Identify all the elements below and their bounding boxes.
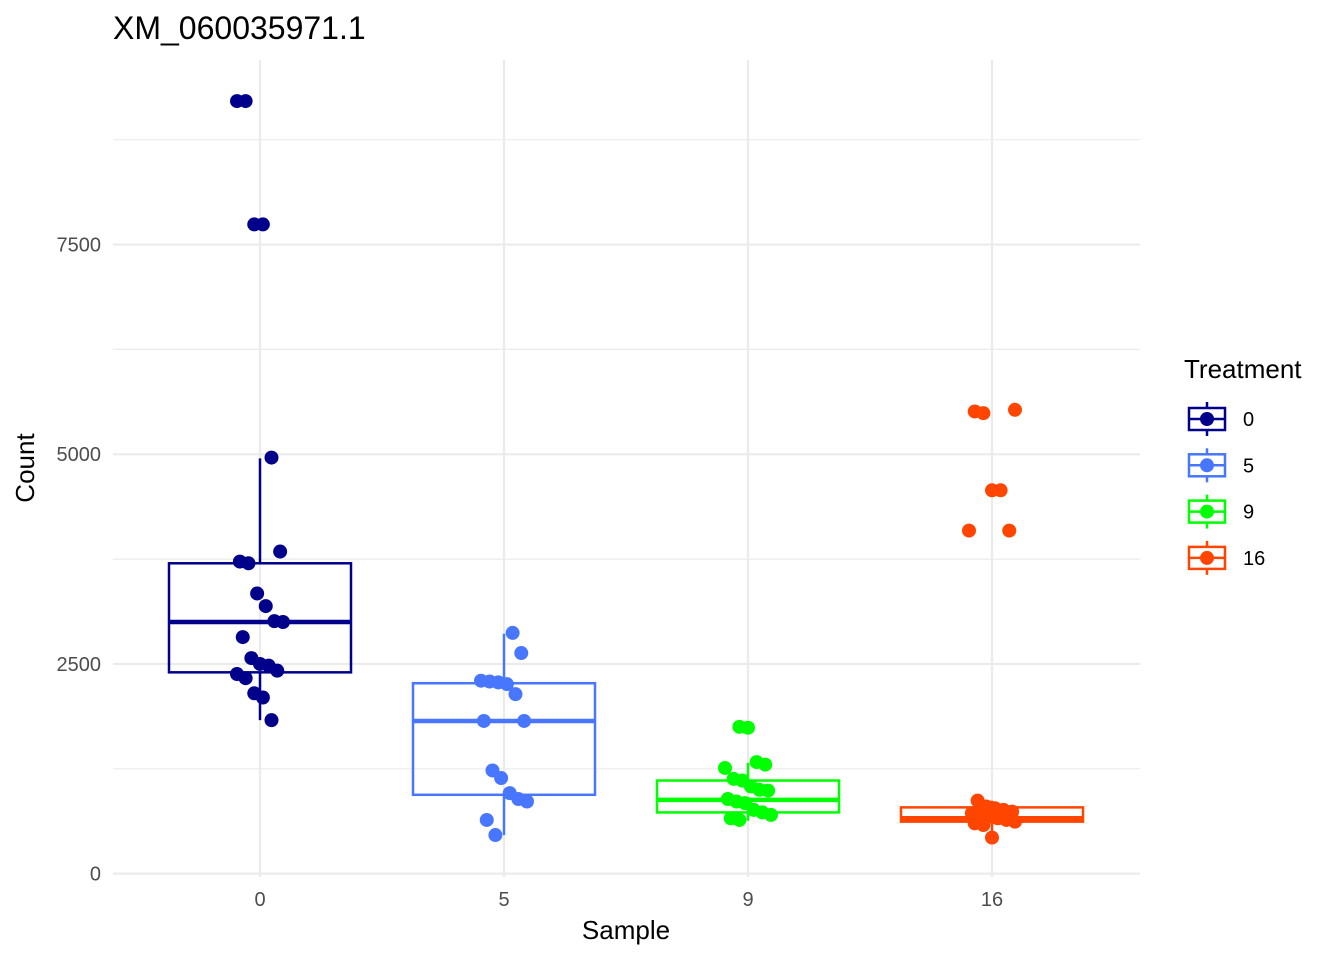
x-axis-title: Sample (582, 915, 670, 945)
legend-label: 5 (1243, 455, 1254, 477)
data-point (476, 713, 491, 728)
data-point (1002, 523, 1017, 538)
data-point (479, 812, 494, 827)
legend-item: 0 (1187, 402, 1254, 436)
legend-label: 9 (1243, 502, 1254, 524)
y-tick-label: 0 (90, 864, 101, 886)
data-point (235, 630, 250, 645)
data-point (993, 483, 1008, 498)
data-point (255, 690, 270, 705)
x-tick-label: 9 (742, 889, 753, 911)
legend-key-point (1200, 550, 1214, 565)
data-point (258, 599, 273, 614)
x-tick-label: 16 (981, 889, 1003, 911)
legend-item: 16 (1187, 540, 1265, 575)
data-point (241, 556, 256, 571)
legend-items: 0 5 9 16 (1187, 402, 1265, 575)
legend-title: Treatment (1184, 354, 1302, 384)
legend-key-point (1200, 504, 1214, 519)
data-point (264, 713, 279, 728)
data-point (976, 817, 991, 832)
data-point (238, 671, 253, 686)
legend-item: 5 (1187, 448, 1254, 483)
data-point (758, 757, 773, 772)
data-point (764, 807, 778, 822)
legend-label: 0 (1243, 409, 1254, 431)
data-point (514, 646, 529, 661)
legend-label: 16 (1243, 548, 1265, 570)
data-point (718, 760, 732, 775)
data-point (985, 830, 999, 845)
y-tick-label: 2500 (57, 654, 102, 676)
data-point (508, 687, 523, 702)
y-axis-title: Count (10, 433, 40, 503)
data-point (732, 812, 747, 827)
data-point (499, 677, 514, 692)
data-point (976, 406, 991, 421)
data-point (264, 450, 279, 465)
data-point (505, 625, 520, 640)
grid-lines (113, 60, 1140, 877)
y-tick-label: 5000 (57, 444, 102, 466)
data-point (238, 94, 253, 109)
legend-item: 9 (1187, 494, 1254, 529)
legend-key-point (1200, 458, 1214, 473)
legend-key-point (1200, 412, 1214, 426)
chart-title: XM_060035971.1 (113, 10, 366, 46)
box (167, 562, 353, 674)
data-point (741, 720, 755, 735)
data-point (273, 544, 288, 559)
data-point (520, 794, 534, 809)
data-point (250, 586, 265, 601)
data-point (255, 217, 270, 232)
axes: 0 2500 5000 7500 0 5 9 16 (57, 235, 1004, 911)
data-point (1008, 814, 1022, 829)
data-point (962, 523, 976, 538)
data-point (517, 713, 532, 728)
data-point (276, 615, 290, 630)
x-tick-label: 0 (254, 889, 265, 911)
legend: Treatment 0 5 9 16 (1184, 354, 1302, 575)
data-point (761, 783, 776, 798)
data-point (1008, 402, 1022, 417)
data-point (494, 771, 509, 786)
x-tick-label: 5 (498, 889, 509, 911)
data-points (230, 94, 1022, 845)
y-tick-label: 7500 (57, 235, 102, 257)
boxes (167, 458, 1085, 838)
data-point (270, 663, 285, 678)
data-point (488, 828, 503, 843)
